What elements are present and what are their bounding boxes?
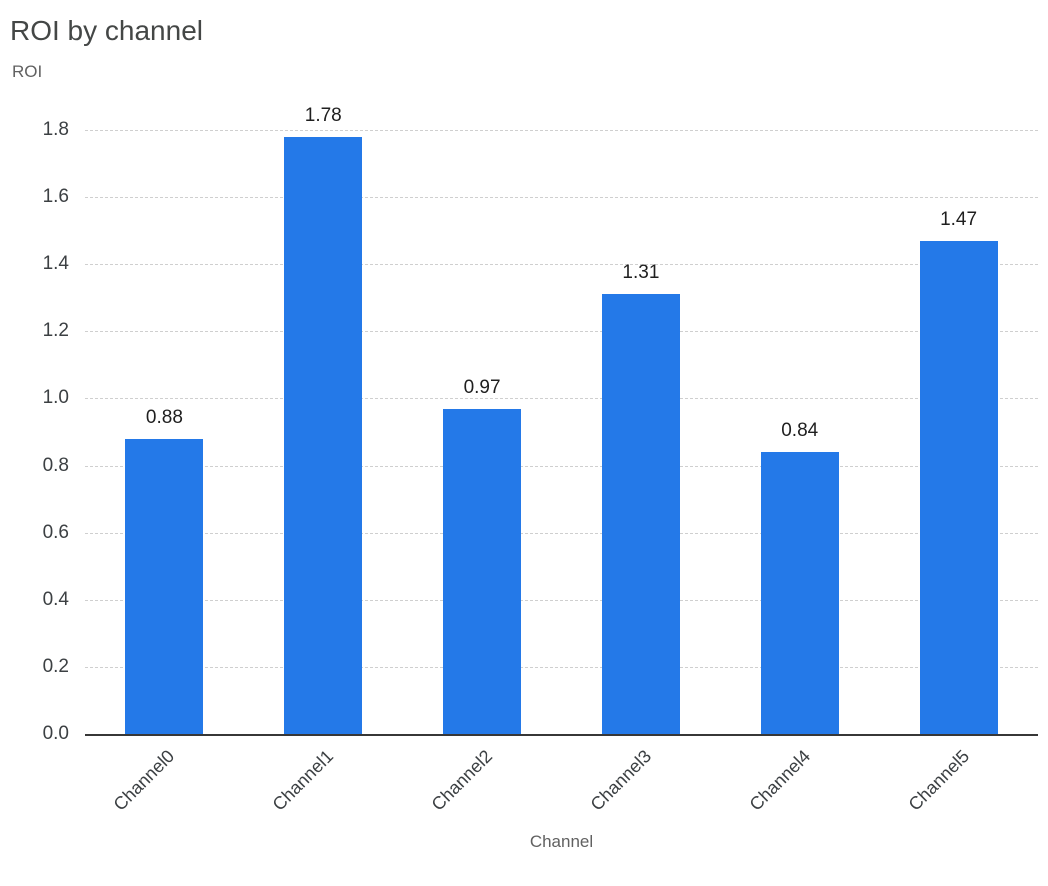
bar-slot: 0.84 (720, 130, 879, 734)
plot-area: 0.88 1.78 0.97 1.31 0.84 1.47 0.0 0.2 0.4 0.6 0.8… (43, 105, 1038, 744)
y-tick-label: 0.8 (42, 454, 69, 476)
gridline (85, 264, 1038, 266)
gridline (85, 197, 1038, 199)
x-label-slot: Channel1 (244, 734, 403, 830)
y-tick-label: 0.6 (42, 521, 69, 543)
y-tick-label: 1.4 (42, 253, 69, 275)
x-tick-label: Channel5 (904, 746, 973, 815)
bar-Channel0 (125, 438, 204, 734)
bar-Channel4 (760, 452, 839, 734)
x-tick-label: Channel1 (268, 746, 338, 815)
bar-value-label: 0.88 (145, 406, 183, 428)
bar-value-label: 1.78 (304, 104, 342, 126)
gridline (85, 666, 1038, 668)
x-axis-title: Channel (529, 832, 594, 851)
bar-slot: 0.97 (403, 130, 562, 734)
bar-value-label: 1.47 (940, 208, 978, 230)
x-label-slot: Channel5 (879, 734, 1038, 830)
x-tick-label: Channel3 (586, 746, 656, 815)
bar-slot: 1.31 (561, 130, 720, 734)
gridline (85, 130, 1038, 131)
chart-title: ROI by channel (10, 15, 203, 46)
bar-slot: 1.78 (244, 105, 403, 734)
gridline (85, 398, 1038, 400)
bar-slot: 0.88 (85, 130, 244, 734)
bar-value-label: 1.31 (622, 262, 660, 284)
gridline (85, 532, 1038, 534)
y-tick-label: 0.2 (42, 655, 69, 677)
x-label-slot: Channel4 (720, 734, 879, 830)
y-tick-label: 1.8 (42, 119, 69, 140)
x-tick-label: Channel4 (745, 746, 814, 815)
bar-Channel2 (443, 408, 522, 734)
y-tick-label: 0.4 (42, 588, 69, 610)
x-label-slot: Channel3 (561, 734, 720, 830)
x-tick-label: Channel2 (427, 746, 497, 815)
bars-layer: 0.88 1.78 0.97 1.31 0.84 1.47 (85, 105, 1038, 734)
x-tick-label: Channel0 (109, 746, 179, 815)
y-tick-label: 1.6 (42, 186, 69, 208)
bar-slot: 1.47 (879, 130, 1038, 734)
bar-Channel1 (284, 136, 363, 734)
gridline (85, 599, 1038, 601)
y-tick-label: 1.2 (42, 320, 69, 342)
y-axis-title: ROI (12, 62, 43, 81)
gridline (85, 331, 1038, 333)
bar-value-label: 0.97 (463, 376, 501, 398)
x-label-slot: Channel2 (403, 734, 562, 830)
bar-Channel3 (601, 294, 680, 734)
x-axis-tick-labels: Channel0 Channel1 Channel2 Channel3 Channel4… (85, 734, 1038, 830)
x-label-slot: Channel0 (85, 734, 244, 830)
bar-value-label: 0.84 (781, 420, 819, 442)
y-tick-label: 1.0 (42, 387, 69, 409)
bar-Channel5 (919, 240, 998, 734)
y-tick-label: 0.0 (42, 723, 69, 744)
x-axis-line (85, 734, 1038, 736)
gridline (85, 465, 1038, 467)
